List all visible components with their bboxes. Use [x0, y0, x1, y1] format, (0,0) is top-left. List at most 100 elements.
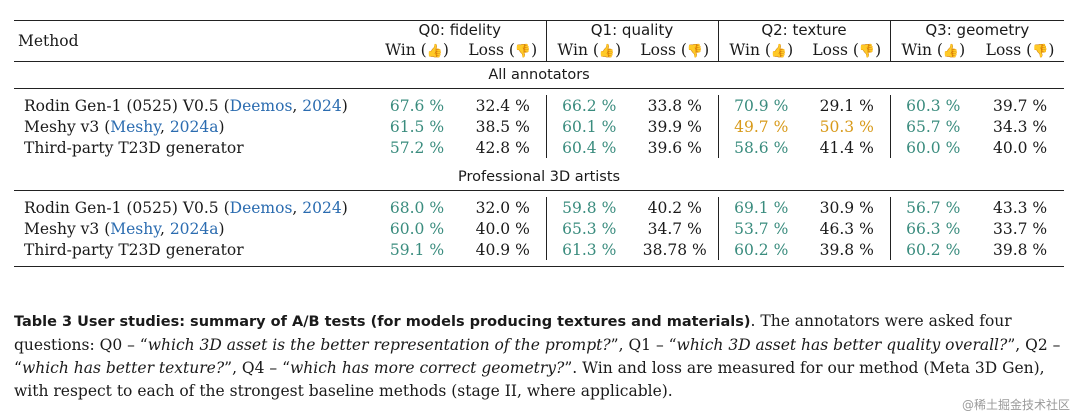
method-name: Meshy v3 ( — [24, 219, 111, 238]
results-table: Method Q0: fidelity Q1: quality Q2: text… — [14, 20, 1065, 267]
caption-text-5: ”. Win and loss are measured for our met… — [14, 359, 1045, 400]
close-paren: ) — [442, 41, 449, 59]
thumbs-up-icon: 👍 — [942, 44, 960, 59]
loss-label: Loss ( — [985, 41, 1033, 59]
citation-link[interactable]: Meshy — [110, 117, 160, 136]
q1-header: Q1: quality — [545, 21, 718, 39]
q2-win-header: Win (👍) — [717, 39, 804, 62]
q2-header: Q2: texture — [717, 21, 890, 39]
win-value-cell: 60.0 % — [889, 137, 976, 158]
citation-link[interactable]: Meshy — [110, 219, 160, 238]
loss-label: Loss ( — [640, 41, 687, 59]
citation-sep: , — [159, 219, 170, 238]
citation-year-link[interactable]: 2024a — [169, 219, 219, 238]
thumbs-up-icon: 👍 — [426, 44, 443, 59]
watermark: @稀土掘金技术社区 — [961, 398, 1070, 412]
win-value-cell: 49.7 % — [717, 116, 804, 137]
win-label: Win ( — [557, 41, 599, 59]
win-value-cell: 65.7 % — [889, 116, 976, 137]
close-paren: ) — [615, 41, 622, 59]
citation-sep: , — [292, 96, 303, 115]
close-paren: ) — [959, 41, 966, 59]
loss-value-cell: 38.78 % — [642, 240, 707, 259]
thumbs-down-icon: 👎 — [858, 44, 876, 59]
win-value-cell: 66.3 % — [889, 218, 976, 239]
table-row: Third-party T23D generator 57.2 % 42.8 % 60… — [14, 137, 1064, 158]
citation-year-link[interactable]: 2024a — [169, 117, 219, 136]
citation-link[interactable]: Deemos — [229, 96, 293, 115]
citation-sep: , — [159, 117, 170, 136]
loss-value-cell: 33.8 % — [647, 96, 702, 115]
loss-value-cell: 50.3 % — [819, 117, 874, 136]
close-paren: ) — [1048, 41, 1055, 59]
citation-year-link[interactable]: 2024 — [302, 198, 342, 217]
loss-value-cell: 40.0 % — [475, 219, 530, 238]
method-cell: Meshy v3 (Meshy, 2024a) — [14, 218, 374, 239]
table-row: Rodin Gen-1 (0525) V0.5 (Deemos, 2024) 67… — [14, 95, 1064, 116]
thumbs-down-icon: 👎 — [1032, 44, 1049, 59]
win-label: Win ( — [385, 41, 427, 59]
loss-value-cell: 39.6 % — [647, 138, 702, 157]
q3-win-header: Win (👍) — [889, 39, 976, 62]
caption-q4: which has more correct geometry? — [290, 359, 565, 377]
loss-value-cell: 29.1 % — [819, 96, 874, 115]
table-row: Third-party T23D generator 59.1 % 40.9 % 61… — [14, 239, 1064, 260]
loss-value-cell: 43.3 % — [992, 198, 1048, 217]
win-value-cell: 59.1 % — [389, 240, 445, 259]
win-value-cell: 66.2 % — [545, 95, 632, 116]
loss-value-cell: 42.8 % — [475, 138, 530, 157]
method-name: Meshy v3 ( — [24, 117, 111, 136]
win-label: Win ( — [901, 41, 943, 59]
thumbs-up-icon: 👍 — [770, 44, 788, 59]
loss-value-cell: 39.8 % — [819, 240, 874, 259]
caption-q2: which has better texture? — [21, 359, 225, 377]
q0-header: Q0: fidelity — [418, 21, 501, 39]
section-rule — [14, 88, 1065, 89]
q3-header: Q3: geometry — [889, 21, 1065, 39]
loss-value-cell: 32.4 % — [475, 96, 530, 115]
top-rule — [14, 20, 1065, 21]
win-value-cell: 60.2 % — [717, 239, 804, 260]
q1-loss-header: Loss (👎) — [632, 39, 718, 62]
loss-value-cell: 40.0 % — [992, 138, 1048, 157]
loss-value-cell: 32.0 % — [475, 198, 530, 217]
header-row-questions: Method Q0: fidelity Q1: quality Q2: text… — [14, 21, 1065, 50]
close-paren: ) — [531, 41, 538, 59]
loss-value-cell: 40.2 % — [647, 198, 702, 217]
win-value-cell: 60.1 % — [545, 116, 632, 137]
loss-value-cell: 34.3 % — [992, 117, 1048, 136]
caption-title: User studies: summary of A/B tests (for … — [77, 314, 751, 330]
method-cell: Third-party T23D generator — [14, 239, 374, 260]
table-row: Meshy v3 (Meshy, 2024a) 60.0 % 40.0 % 65.3 … — [14, 218, 1064, 239]
caption-q0: which 3D asset is the better representat… — [147, 336, 611, 354]
table-row: Meshy v3 (Meshy, 2024a) 61.5 % 38.5 % 60.1 … — [14, 116, 1064, 137]
loss-value-cell: 30.9 % — [819, 198, 874, 217]
win-value-cell: 61.3 % — [545, 239, 632, 260]
method-name: Rodin Gen-1 (0525) V0.5 ( — [24, 96, 230, 115]
win-value-cell: 70.9 % — [717, 95, 804, 116]
loss-label: Loss ( — [468, 41, 515, 59]
win-value-cell: 60.2 % — [889, 239, 976, 260]
thumbs-down-icon: 👎 — [686, 44, 704, 59]
section-rule — [14, 190, 1065, 191]
win-value-cell: 69.1 % — [717, 197, 804, 218]
q3-loss-header: Loss (👎) — [976, 39, 1064, 62]
close-paren: ) — [703, 41, 710, 59]
win-value-cell: 57.2 % — [389, 138, 445, 157]
loss-value-cell: 41.4 % — [819, 138, 874, 157]
caption-text-2: ”, Q1 – “ — [610, 336, 677, 354]
method-header: Method — [18, 32, 79, 50]
bottom-rule — [14, 266, 1065, 267]
q2-loss-header: Loss (👎) — [804, 39, 890, 62]
table-caption: Table 3 User studies: summary of A/B tes… — [14, 310, 1066, 403]
method-cell: Third-party T23D generator — [14, 137, 374, 158]
win-value-cell: 56.7 % — [889, 197, 976, 218]
section-title: Professional 3D artists — [458, 169, 621, 185]
win-value-cell: 61.5 % — [389, 117, 445, 136]
citation-link[interactable]: Deemos — [229, 198, 293, 217]
loss-value-cell: 38.5 % — [475, 117, 530, 136]
method-name: Third-party T23D generator — [24, 240, 244, 259]
citation-sep: , — [292, 198, 303, 217]
method-cell: Meshy v3 (Meshy, 2024a) — [14, 116, 374, 137]
citation-year-link[interactable]: 2024 — [302, 96, 342, 115]
